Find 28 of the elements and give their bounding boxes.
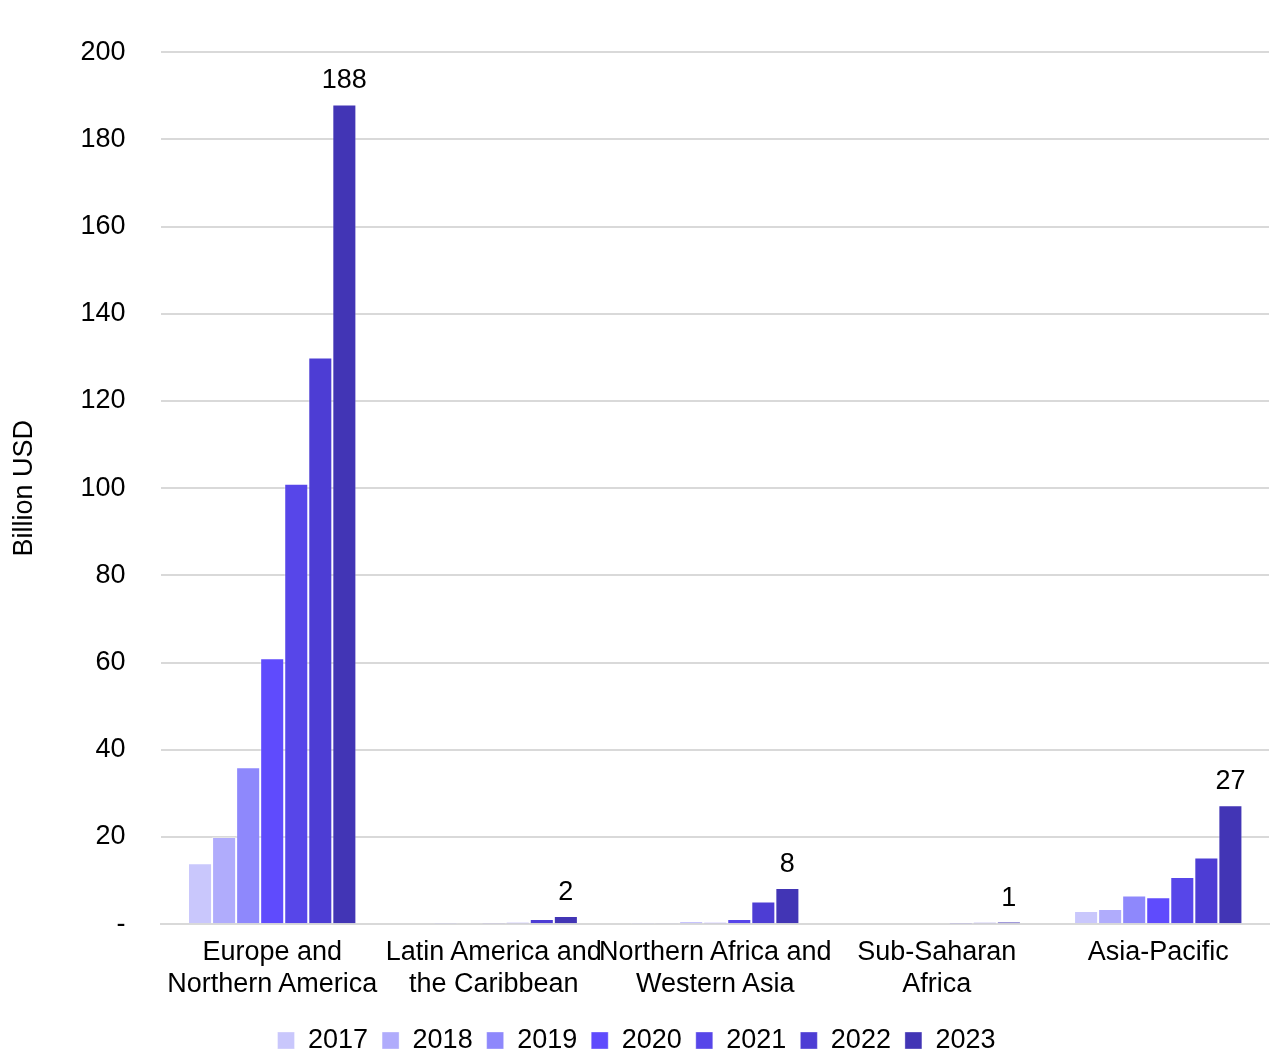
legend-label: 2023 [935,1023,996,1054]
data-label: 188 [321,64,367,95]
data-label: 1 [1001,881,1017,912]
x-tick-label: Latin America and the Caribbean [385,935,602,999]
y-tick-label: 180 [80,122,126,153]
legend-label: 2018 [412,1023,473,1054]
y-tick-label: 200 [80,35,126,66]
legend-label: 2021 [726,1023,787,1054]
y-tick-label: 140 [80,297,126,328]
x-tick-label: Asia-Pacific [1087,935,1229,966]
y-tick-label: 120 [80,384,126,415]
y-tick-label: 160 [80,210,126,241]
y-tick-label: 80 [95,558,126,589]
data-label: 2 [558,875,574,906]
y-axis-title: Billion USD [7,419,38,557]
data-label: 27 [1215,765,1246,796]
legend-label: 2022 [830,1023,891,1054]
x-tick-label: Europe and Northern America [167,935,379,999]
legend-label: 2020 [621,1023,682,1054]
y-tick-label: 60 [95,646,126,677]
legend-label: 2019 [517,1023,578,1054]
legend-label: 2017 [308,1023,369,1054]
y-tick-label: 40 [95,733,126,764]
y-tick-label: 20 [95,820,126,851]
data-label: 8 [779,847,795,878]
y-tick-label: - [116,907,126,938]
x-tick-label: Sub-Saharan Africa [857,935,1017,999]
y-tick-label: 100 [80,471,126,502]
